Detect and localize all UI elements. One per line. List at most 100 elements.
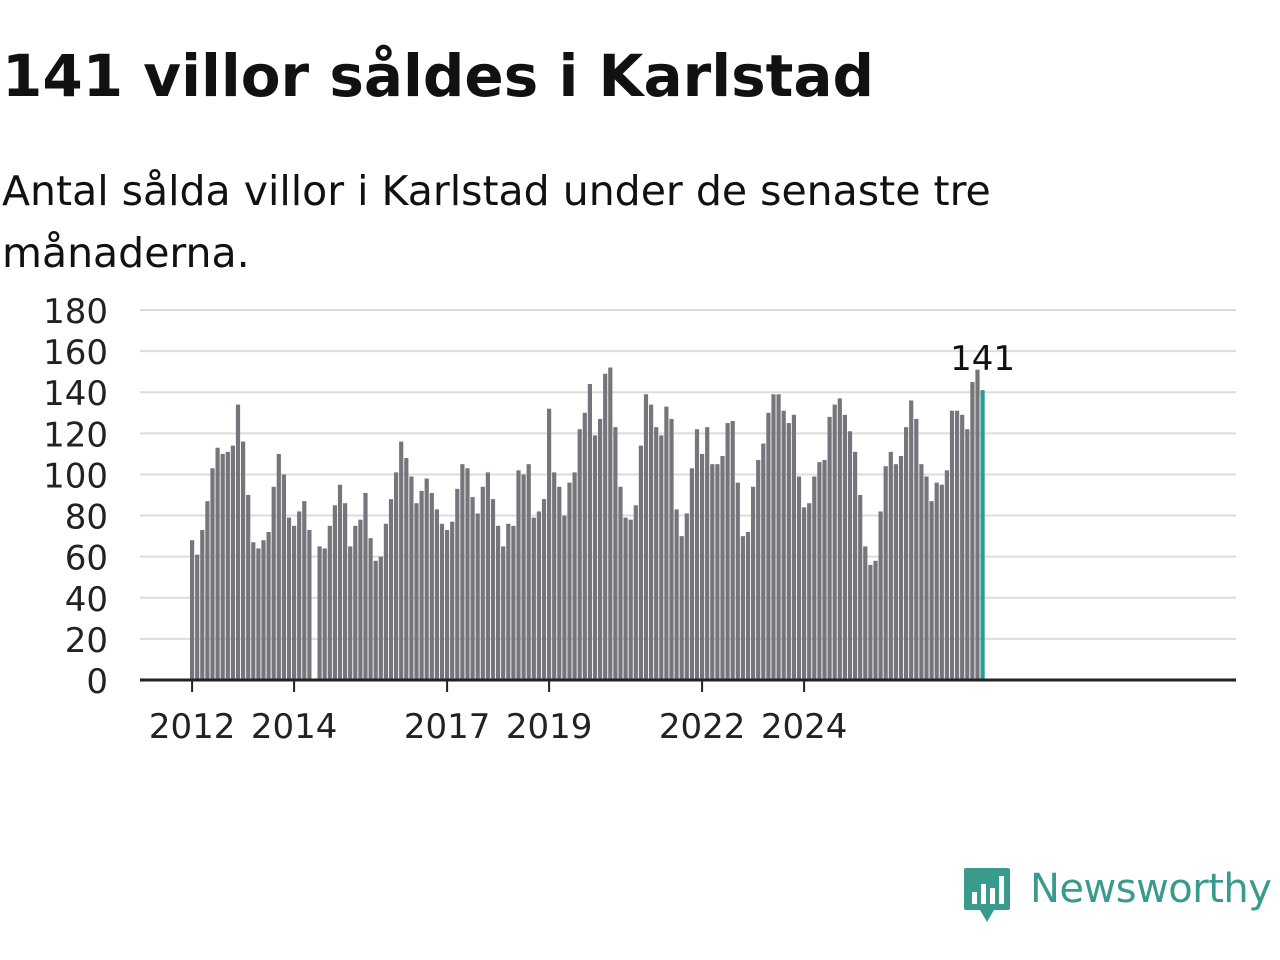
bar [939,484,944,680]
bar [286,517,292,680]
bar [465,468,470,680]
bar [348,546,353,680]
bar [388,499,394,680]
bar [485,472,490,680]
bar [567,482,572,680]
y-tick-label: 0 [86,662,108,702]
bar [521,474,526,680]
bar [307,529,312,680]
bar [327,525,332,680]
x-tick-label: 2017 [404,707,491,747]
bar [603,373,608,680]
y-tick-label: 120 [43,415,108,455]
bar [623,517,628,680]
brand-name: Newsworthy [1030,866,1272,912]
bar-highlight [980,390,985,680]
bar [363,492,368,680]
bar [970,381,975,680]
bar [460,464,465,680]
bar [373,560,378,680]
bar [720,455,725,680]
bar [608,367,613,680]
bar [960,414,965,680]
bar [781,410,786,680]
bar [531,517,536,680]
bar [710,464,715,680]
bar [684,513,689,680]
x-tick-label: 2022 [659,707,746,747]
bar [628,519,633,680]
bar [322,548,327,680]
bar [751,486,756,680]
bar [190,540,195,680]
bar [343,503,348,680]
bar [450,521,455,680]
bar [654,427,659,680]
bar [904,427,909,680]
bar [592,435,598,680]
bar [292,525,297,680]
bar [496,525,501,680]
bar [572,472,577,680]
x-axis-tick-labels: 2012 2014 2017 2019 2022 2024 [149,707,848,747]
bar [220,453,225,680]
bar [883,466,888,680]
y-tick-label: 140 [43,374,108,414]
x-tick-label: 2014 [251,707,338,747]
bar [195,554,200,680]
bar [638,445,643,680]
bar [649,404,654,680]
bar [898,455,904,680]
bar [536,511,541,680]
chart-subtitle: Antal sålda villor i Karlstad under de s… [2,167,991,277]
bar [368,538,373,680]
bar [215,447,220,680]
bar [802,507,807,680]
bar [246,495,251,680]
bar [837,398,842,680]
bar [251,542,256,680]
bars [190,367,985,680]
x-tick-label: 2012 [149,707,236,747]
bar [955,410,960,680]
bar [934,482,939,680]
bar [873,560,878,680]
bar [383,523,388,680]
y-tick-label: 180 [43,292,108,332]
bar [975,369,980,680]
bar [475,513,480,680]
bar [863,546,868,680]
bar [511,525,516,680]
y-tick-label: 60 [65,539,108,579]
bar [949,410,955,680]
bar [822,460,827,680]
bar [552,472,557,680]
bar [297,511,302,680]
bar [424,478,429,680]
bar [817,462,822,680]
bar [317,546,322,680]
bar [847,431,853,680]
bar [776,394,781,680]
bar [516,470,521,680]
bar [929,501,934,680]
bar [577,429,582,680]
bar [705,427,710,680]
bar [914,418,919,680]
bar [353,525,358,680]
bar [858,495,863,680]
highlight-value-label: 141 [950,339,1015,379]
bar [598,418,603,680]
bar [378,556,383,680]
bar [445,529,450,680]
x-tick-label: 2019 [506,707,593,747]
bar [643,394,649,680]
bar [669,418,674,680]
bar [271,486,276,680]
bar [261,540,266,680]
bar [730,421,735,680]
bar [332,505,337,680]
bar [205,501,210,680]
bar [337,484,343,680]
